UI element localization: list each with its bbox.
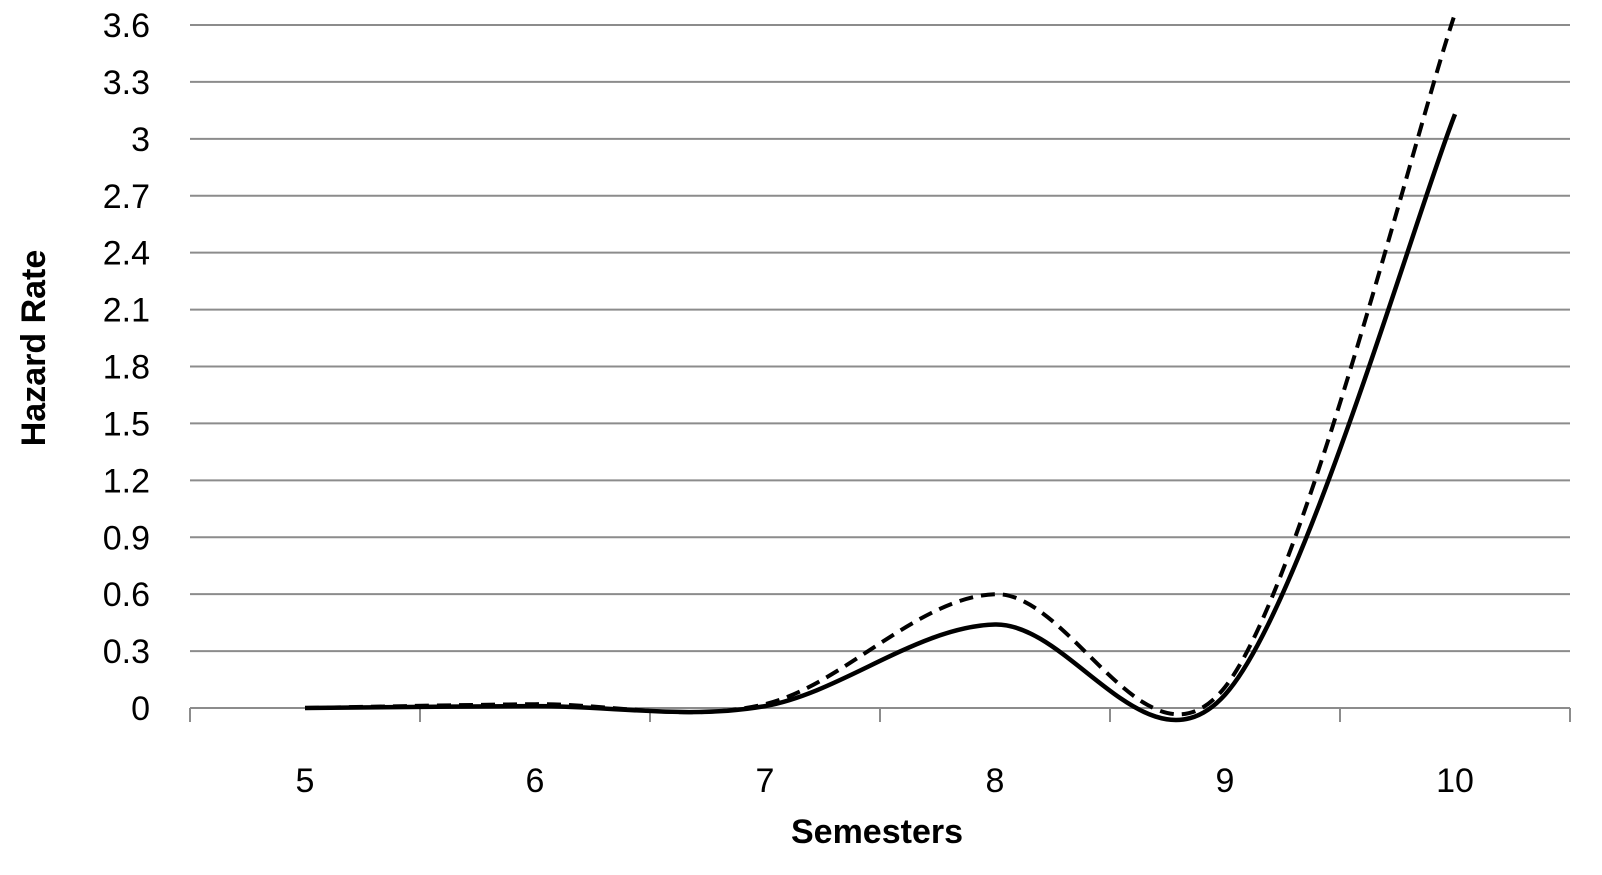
series-lines [304, 12, 1458, 723]
gridlines [190, 24, 1570, 653]
x-tick-label: 9 [1216, 762, 1235, 800]
x-tick-label: 8 [986, 762, 1005, 800]
y-tick-label: 2.4 [103, 235, 150, 273]
y-tick-label: 0.6 [103, 576, 150, 614]
y-tick-label: 1.8 [103, 349, 150, 387]
y-tick-label: 3.6 [103, 7, 150, 45]
series-line-dashed [304, 12, 1457, 717]
y-tick-label: 2.1 [103, 292, 150, 330]
y-tick-label: 3.3 [103, 64, 150, 102]
y-axis-title: Hazard Rate [15, 250, 53, 447]
x-axis-title: Semesters [791, 813, 963, 851]
y-tick-label: 0.9 [103, 519, 150, 557]
x-axis [189, 707, 1571, 722]
x-tick-label: 5 [296, 762, 315, 800]
y-tick-label: 0.3 [103, 633, 150, 671]
y-axis-tick-labels: 0 0.3 0.6 0.9 1.2 1.5 1.8 2.1 2.4 2.7 3 3.3 3.6 [103, 7, 150, 728]
x-tick-label: 10 [1436, 762, 1474, 800]
y-tick-label: 3 [131, 121, 150, 159]
y-tick-label: 1.5 [103, 405, 150, 443]
y-tick-label: 0 [131, 690, 150, 728]
x-tick-label: 7 [756, 762, 775, 800]
x-tick-label: 6 [526, 762, 545, 800]
x-axis-tick-labels: 5 6 7 8 9 10 [296, 762, 1474, 800]
series-line-solid [304, 113, 1458, 723]
y-tick-label: 1.2 [103, 462, 150, 500]
y-tick-label: 2.7 [103, 178, 150, 216]
